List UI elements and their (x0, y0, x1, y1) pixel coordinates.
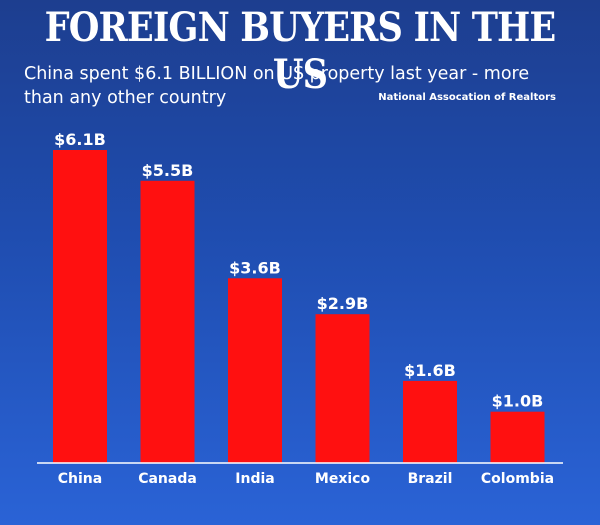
bar-india (228, 278, 282, 463)
x-tick-label-colombia: Colombia (481, 471, 554, 487)
chart-subtitle: China spent $6.1 BILLION on US property … (24, 64, 530, 108)
data-label-mexico: $2.9B (317, 294, 369, 313)
x-tick-label-canada: Canada (138, 471, 197, 487)
x-tick-label-mexico: Mexico (315, 471, 371, 487)
bar-colombia (490, 411, 545, 463)
source-credit: National Assocation of Realtors (378, 92, 556, 103)
chart-title: FOREIGN BUYERS IN THE US (44, 4, 557, 98)
data-label-india: $3.6B (229, 258, 281, 277)
data-label-canada: $5.5B (142, 161, 194, 180)
bar-mexico (315, 314, 370, 463)
bar-brazil (403, 380, 457, 463)
bar-china (53, 150, 107, 463)
data-label-colombia: $1.0B (492, 392, 544, 411)
x-tick-label-brazil: Brazil (408, 471, 453, 487)
x-tick-label-india: India (235, 471, 274, 487)
data-label-china: $6.1B (54, 130, 106, 149)
data-label-brazil: $1.6B (404, 361, 456, 380)
bar-canada (140, 180, 195, 464)
x-tick-label-china: China (58, 471, 102, 487)
